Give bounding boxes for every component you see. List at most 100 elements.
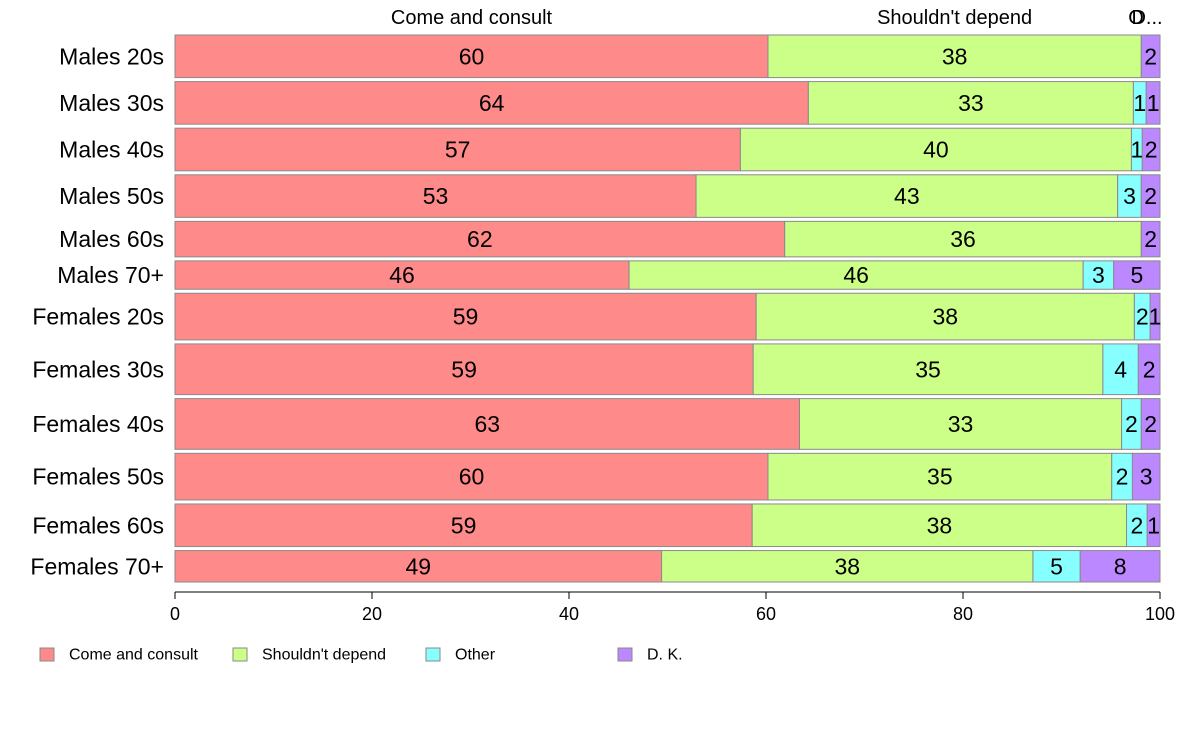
bar-segment xyxy=(174,398,800,450)
bar-segment xyxy=(628,260,1084,290)
x-axis: 0 20 40 60 80 100 xyxy=(170,591,1175,624)
bar-segment xyxy=(174,220,786,258)
bar-segment xyxy=(1140,220,1161,258)
bar-row: 46 46 3 5 xyxy=(174,260,1161,290)
bars-group: 60 38 264 33 1 157 40 1 253 43 3 262 36 246 46 3 559 38 2 1… xyxy=(174,34,1161,583)
data-label: 4 xyxy=(1114,356,1127,382)
bar-segment xyxy=(1140,174,1161,218)
legend-item: Other xyxy=(425,647,496,664)
data-label: 46 xyxy=(389,262,415,288)
bar-segment xyxy=(1137,343,1161,396)
bar-segment xyxy=(807,81,1134,125)
category-label: Females 70+ xyxy=(30,553,164,579)
bar-row: 64 33 1 1 xyxy=(174,81,1161,125)
data-label: 59 xyxy=(451,356,477,382)
series-top-label: O xyxy=(1128,7,1144,29)
category-label: Females 50s xyxy=(32,464,164,490)
series-top-label: Come and consult xyxy=(391,7,553,29)
data-label: 2 xyxy=(1136,304,1149,330)
bar-segment xyxy=(661,550,1034,583)
bar-segment xyxy=(755,292,1135,341)
category-label: Females 20s xyxy=(32,304,164,330)
data-label: 2 xyxy=(1143,356,1156,382)
bar-segment xyxy=(1102,343,1139,396)
data-label: 63 xyxy=(474,411,500,437)
data-label: 3 xyxy=(1140,464,1153,490)
bar-segment xyxy=(1113,260,1161,290)
data-label: 60 xyxy=(459,464,485,490)
bar-segment xyxy=(1141,127,1161,172)
data-label: 35 xyxy=(915,356,941,382)
data-label: 36 xyxy=(950,226,976,252)
bar-segment xyxy=(1082,260,1115,290)
data-label: 5 xyxy=(1050,553,1063,579)
data-label: 2 xyxy=(1144,43,1157,69)
series-top-label: D... xyxy=(1131,7,1162,29)
bar-row: 59 38 2 1 xyxy=(174,503,1161,548)
bar-row: 62 36 2 xyxy=(174,220,1161,258)
x-tick-label: 40 xyxy=(559,604,579,624)
data-label: 49 xyxy=(405,553,431,579)
category-label: Females 30s xyxy=(32,356,164,382)
legend-swatch xyxy=(232,647,248,662)
bar-row: 53 43 3 2 xyxy=(174,174,1161,218)
data-label: 33 xyxy=(958,90,984,116)
data-label: 3 xyxy=(1092,262,1105,288)
bar-segment xyxy=(1032,550,1081,583)
legend-label: Shouldn't depend xyxy=(262,647,386,664)
bar-segment xyxy=(174,343,754,396)
data-label: 1 xyxy=(1147,512,1160,538)
bar-segment xyxy=(1079,550,1161,583)
bar-segment xyxy=(174,81,809,125)
legend-swatch xyxy=(425,647,441,662)
data-label: 5 xyxy=(1130,262,1143,288)
x-tick-label: 60 xyxy=(756,604,776,624)
bar-row: 60 38 2 xyxy=(174,34,1161,79)
data-label: 2 xyxy=(1144,226,1157,252)
series-top-label: Shouldn't depend xyxy=(877,7,1032,29)
bar-segment xyxy=(1140,398,1161,450)
bar-segment xyxy=(1131,452,1161,501)
bar-segment xyxy=(695,174,1119,218)
data-label: 2 xyxy=(1125,411,1138,437)
data-label: 57 xyxy=(445,136,471,162)
category-label: Females 60s xyxy=(32,512,164,538)
bar-segment xyxy=(784,220,1142,258)
data-label: 38 xyxy=(942,43,968,69)
bar-row: 59 35 4 2 xyxy=(174,343,1161,396)
data-label: 38 xyxy=(932,304,958,330)
category-label: Males 50s xyxy=(59,183,164,209)
data-label: 59 xyxy=(451,512,477,538)
legend: Come and consult Shouldn't depend Other D. … xyxy=(39,647,683,664)
data-label: 60 xyxy=(459,43,485,69)
x-tick-label: 100 xyxy=(1145,604,1175,624)
category-label: Males 70+ xyxy=(57,262,164,288)
bar-segment xyxy=(1140,34,1161,79)
bar-row: 60 35 2 3 xyxy=(174,452,1161,501)
data-label: 53 xyxy=(423,183,449,209)
data-label: 2 xyxy=(1145,136,1158,162)
data-label: 1 xyxy=(1133,90,1146,116)
category-label: Males 30s xyxy=(59,90,164,116)
category-label: Males 60s xyxy=(59,226,164,252)
category-labels: Males 20s Males 30s Males 40s Males 50s Male… xyxy=(30,43,164,579)
bar-segment xyxy=(174,127,741,172)
data-label: 38 xyxy=(834,553,860,579)
bar-segment xyxy=(1149,292,1161,341)
data-label: 33 xyxy=(948,411,974,437)
legend-label: Come and consult xyxy=(69,647,199,664)
bar-segment xyxy=(174,260,630,290)
x-tick-label: 0 xyxy=(170,604,180,624)
legend-label: Other xyxy=(455,647,496,664)
legend-swatch xyxy=(39,647,55,662)
legend-item: D. K. xyxy=(617,647,683,664)
data-label: 35 xyxy=(927,464,953,490)
x-tick-label: 80 xyxy=(953,604,973,624)
data-label: 2 xyxy=(1130,512,1143,538)
bar-row: 49 38 5 8 xyxy=(174,550,1161,583)
bar-segment xyxy=(174,292,757,341)
data-label: 38 xyxy=(927,512,953,538)
bar-segment xyxy=(752,343,1104,396)
data-label: 46 xyxy=(843,262,869,288)
data-label: 2 xyxy=(1116,464,1129,490)
